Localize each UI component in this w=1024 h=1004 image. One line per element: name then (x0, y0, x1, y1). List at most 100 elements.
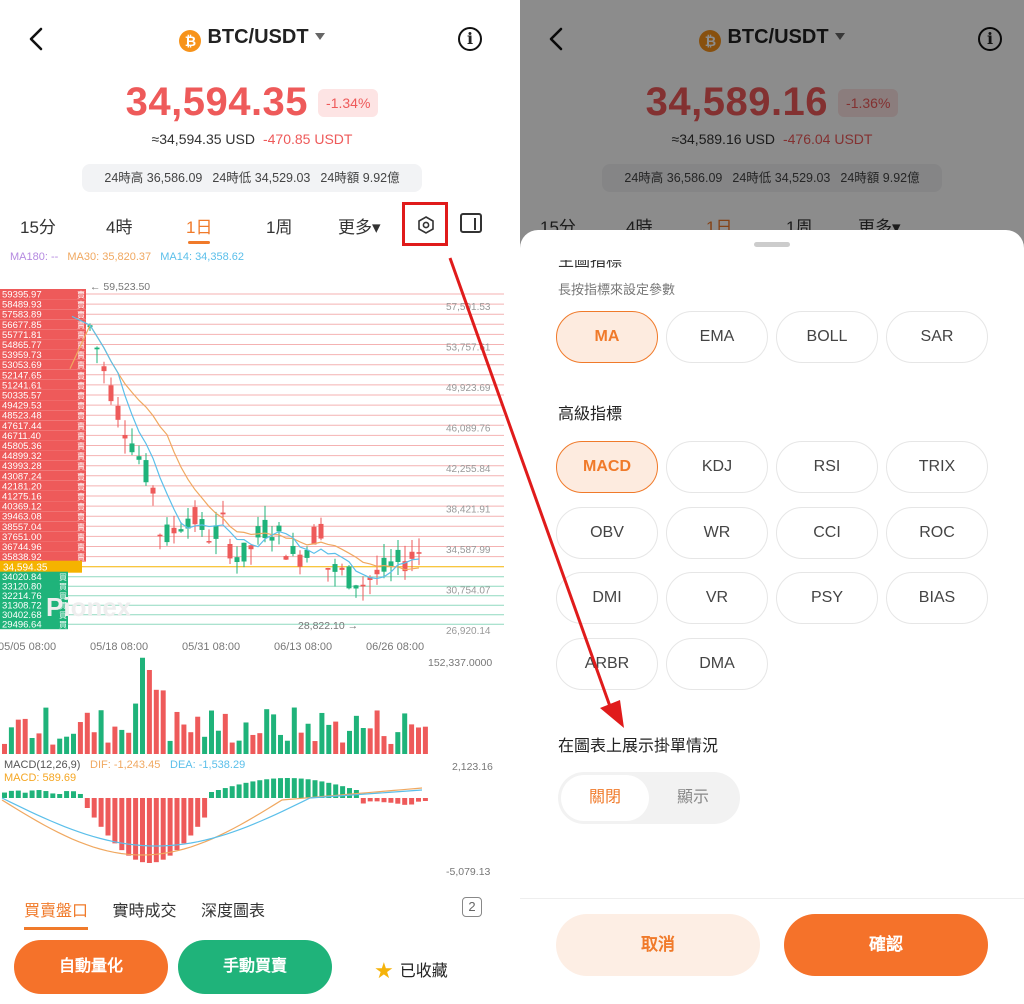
macd-bar (278, 778, 283, 798)
indicator-dma[interactable]: DMA (666, 638, 768, 690)
macd-bar (284, 778, 290, 798)
candle-body (283, 556, 289, 560)
sell-level-tag (0, 450, 86, 461)
indicator-settings-button[interactable] (402, 202, 448, 246)
indicator-trix[interactable]: TRIX (886, 441, 988, 493)
sell-level-side: 賣 (77, 542, 85, 552)
hexagon-gear-icon (418, 216, 434, 234)
sell-level-side: 賣 (77, 391, 85, 401)
back-arrow-icon[interactable] (542, 24, 572, 54)
indicator-wr[interactable]: WR (666, 507, 768, 559)
tab-more[interactable]: 更多▾ (338, 218, 381, 237)
sell-level-side: 賣 (77, 552, 85, 562)
sell-level-price: 54865.77 (2, 340, 42, 351)
auto-quant-button[interactable]: 自動量化 (14, 940, 168, 994)
volume-bar (181, 724, 187, 754)
dif-line (1, 787, 423, 856)
macd-bar (422, 798, 428, 802)
candle-body (353, 585, 359, 589)
indicator-sar[interactable]: SAR (886, 311, 988, 363)
indicator-boll[interactable]: BOLL (776, 311, 878, 363)
candle-body (346, 566, 352, 589)
volume-bar (312, 741, 318, 754)
candle-body (178, 529, 184, 532)
indicator-roc[interactable]: ROC (886, 507, 988, 559)
macd-bar (195, 798, 201, 827)
sell-level-price: 52147.65 (2, 370, 42, 381)
indicator-vr[interactable]: VR (666, 572, 768, 624)
buy-level-side: 買 (59, 592, 67, 601)
sell-level-price: 46711.40 (2, 431, 41, 442)
macd-bar (188, 798, 194, 836)
last-price: 34,589.16 (645, 80, 829, 124)
volume-bar (64, 736, 70, 754)
sell-level-side: 賣 (77, 512, 85, 522)
indicator-psy[interactable]: PSY (776, 572, 878, 624)
macd-dif: DIF: -1,243.45 (90, 759, 160, 771)
candle-body (325, 568, 331, 570)
pair-selector[interactable]: ₿ BTC/USDT (0, 26, 504, 52)
tab-trades[interactable]: 實時成交 (112, 903, 177, 920)
tab-orderbook[interactable]: 買賣盤口 (24, 903, 89, 920)
indicator-obv[interactable]: OBV (556, 507, 658, 559)
candle-body (332, 564, 338, 572)
volume-bar (271, 714, 277, 754)
pair-selector[interactable]: ₿ BTC/USDT (520, 26, 1024, 52)
macd-bar (291, 778, 297, 798)
chart-screen: ₿ BTC/USDT i 34,594.35 -1.34% ≈34,594.35 U… (0, 0, 504, 1004)
toggle-on-option[interactable]: 顯示 (676, 789, 709, 806)
macd-bar (374, 798, 380, 802)
y-axis-tick: 53,757.61 (446, 343, 491, 354)
tab-1w[interactable]: 1周 (266, 218, 293, 237)
indicator-ema[interactable]: EMA (666, 311, 768, 363)
volume-bar (381, 736, 387, 754)
stats-24h: 24時高 36,586.09 24時低 34,529.03 24時額 9.92億 (82, 164, 422, 192)
current-price-tag (0, 560, 82, 573)
indicator-rsi[interactable]: RSI (776, 441, 878, 493)
indicator-bias[interactable]: BIAS (886, 572, 988, 624)
cancel-button[interactable]: 取消 (556, 914, 760, 976)
macd-bar (326, 782, 332, 798)
volume-bar (50, 744, 56, 754)
indicator-arbr[interactable]: ARBR (556, 638, 658, 690)
sell-level-tag (0, 541, 86, 552)
info-icon[interactable]: i (458, 27, 482, 51)
layout-toggle-icon[interactable] (460, 213, 482, 233)
manual-trade-button[interactable]: 手動買賣 (178, 940, 332, 994)
buy-level-price: 29496.64 (2, 620, 42, 631)
indicator-ma[interactable]: MA (556, 311, 658, 363)
candle-body (192, 507, 198, 525)
info-icon[interactable]: i (978, 27, 1002, 51)
macd-bar (112, 798, 118, 844)
sell-level-price: 55771.81 (2, 330, 42, 341)
tab-1d[interactable]: 1日 (186, 213, 212, 244)
tab-depth[interactable]: 深度圖表 (200, 903, 265, 920)
volume-bar (416, 727, 421, 754)
toggle-off-option[interactable]: 關閉 (561, 775, 649, 821)
sell-level-price: 39463.08 (2, 512, 42, 523)
back-arrow-icon[interactable] (22, 24, 52, 54)
favorite-button[interactable]: ★ 已收藏 (374, 958, 448, 983)
candle-body (248, 545, 254, 550)
sell-level-tag (0, 349, 86, 360)
sell-level-price: 42181.20 (2, 481, 42, 492)
macd-bar (167, 798, 173, 856)
indicator-dmi[interactable]: DMI (556, 572, 658, 624)
ma14-line (71, 315, 420, 580)
candlestick-chart[interactable]: 59395.97 賣 58489.93 賣 57583.89 賣 56677.85 賣 5577… (0, 270, 504, 882)
sell-level-side: 賣 (77, 290, 85, 300)
indicator-cci[interactable]: CCI (776, 507, 878, 559)
indicator-kdj[interactable]: KDJ (666, 441, 768, 493)
sell-level-tag (0, 501, 86, 512)
indicator-sheet-screen: ₿ BTC/USDT i 34,589.16 -1.36% ≈34,589.16 U… (520, 0, 1024, 1004)
drag-handle[interactable] (754, 242, 790, 247)
change-badge: -1.34% (318, 88, 379, 117)
count-badge[interactable]: 2 (462, 897, 482, 917)
tab-4h[interactable]: 4時 (106, 218, 133, 237)
indicator-macd[interactable]: MACD (556, 441, 658, 493)
sell-level-tag (0, 329, 86, 340)
tab-15m[interactable]: 15分 (20, 218, 56, 237)
candle-body (262, 519, 268, 539)
orders-display-toggle[interactable]: 關閉 顯示 (558, 772, 740, 824)
confirm-button[interactable]: 確認 (784, 914, 988, 976)
